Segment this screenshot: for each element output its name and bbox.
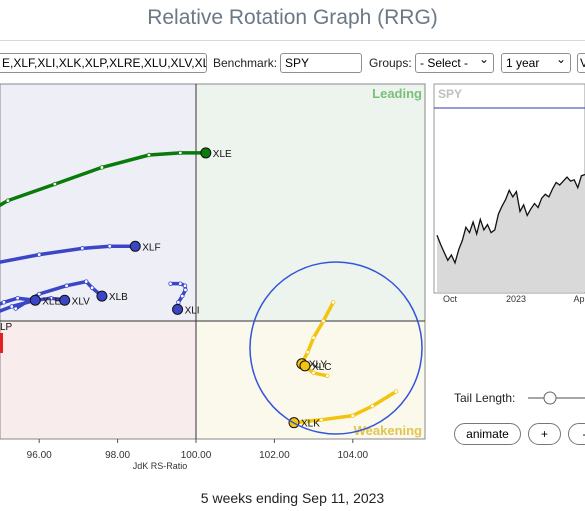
tail-minus-button[interactable]: - — [568, 423, 585, 445]
divider — [0, 40, 585, 41]
benchmark-label: Benchmark: — [213, 56, 278, 70]
head-marker-xli[interactable] — [172, 303, 184, 315]
tail-line-xle — [0, 296, 38, 306]
tail-point-xlk — [303, 419, 308, 424]
tail-point-xle — [99, 165, 105, 170]
series-label-xly: XLY — [309, 360, 327, 371]
series-label-xle: XLE — [42, 296, 61, 307]
tail-point-xlc — [325, 373, 330, 378]
spy-x-ticks: Oct 2023 Ap — [443, 294, 585, 304]
spy-x-tick-label: 2023 — [506, 294, 526, 304]
series-label-xlk: XLK — [301, 419, 320, 430]
tail-length-label: Tail Length: — [454, 391, 515, 405]
benchmark-input[interactable]: SPY — [280, 53, 362, 73]
x-tick-label: 98.00 — [105, 450, 130, 461]
x-axis-ticks: 96.00 98.00 100.00 102.00 104.00 — [27, 439, 369, 461]
tail-point-xli — [178, 281, 183, 286]
quadrant-leading — [196, 84, 425, 321]
spy-x-tick-label: Oct — [443, 294, 458, 304]
series-label-xlf: XLF — [142, 242, 160, 253]
tail-point-xlc — [311, 370, 316, 376]
spy-price-area — [437, 174, 585, 292]
head-marker-xle[interactable] — [200, 147, 212, 159]
tail-point-xly — [331, 300, 336, 305]
x-tick-label: 100.00 — [181, 450, 212, 461]
tail-point-xle — [178, 150, 183, 156]
x-tick-label: 102.00 — [259, 450, 290, 461]
rrg-plot-frame — [0, 83, 426, 440]
groups-select[interactable]: - Select - — [415, 53, 494, 73]
tail-point-xlv — [9, 304, 14, 309]
tail-point-xli — [183, 287, 188, 293]
extra-select[interactable]: V — [577, 53, 585, 73]
tail-point-xly — [321, 318, 326, 324]
tail-point-xlb — [64, 283, 69, 288]
quadrant-lagging — [0, 321, 196, 439]
x-tick-label: 104.00 — [338, 450, 369, 461]
tail-point-xlv — [48, 295, 54, 301]
groups-select-value: - Select - — [420, 56, 469, 70]
head-marker-xlf[interactable] — [129, 240, 141, 252]
tail-point-xlk — [393, 389, 399, 394]
groups-label: Groups: — [369, 56, 412, 70]
page-title: Relative Rotation Graph (RRG) — [147, 6, 438, 29]
series-label-xli: XLI — [185, 305, 200, 316]
tail-point-xlk — [350, 413, 355, 418]
x-tick-label: 96.00 — [27, 450, 52, 461]
xlp-marker-cutoff — [0, 333, 3, 353]
tail-point-xle — [15, 295, 20, 301]
head-marker-xle[interactable] — [29, 294, 41, 306]
animate-button[interactable]: animate — [454, 423, 521, 445]
quadrant-label-weakening: Weakening — [354, 423, 422, 438]
series-label-xlb: XLB — [109, 292, 128, 303]
tail-length-slider-handle[interactable] — [543, 391, 557, 405]
tail-point-xlf — [37, 252, 42, 257]
highlight-ellipse — [249, 261, 423, 435]
head-marker-xlv[interactable] — [59, 294, 71, 306]
tail-point-xlb — [37, 291, 42, 297]
tail-point-xli — [182, 283, 188, 288]
quadrant-label-leading: Leading — [372, 86, 422, 101]
tail-point-xle — [1, 300, 7, 305]
date-range-footer: 5 weeks ending Sep 11, 2023 — [200, 490, 385, 506]
tail-point-xle — [146, 152, 152, 158]
series-label-xle: XLE — [213, 149, 232, 160]
tail-point-xli — [168, 281, 173, 286]
symbols-input[interactable]: E,XLF,XLI,XLK,XLP,XLRE,XLU,XLV,XL — [0, 53, 207, 73]
tail-point-xli — [176, 300, 181, 305]
tail-point-xli — [180, 293, 185, 299]
head-marker-xlb[interactable] — [96, 290, 108, 302]
tail-point-xlf — [107, 244, 112, 249]
tail-point-xlb — [84, 279, 89, 284]
tail-point-xlb — [89, 285, 95, 290]
series-label-xlc: XLC — [312, 362, 331, 373]
period-select[interactable]: 1 year — [501, 53, 571, 73]
xlp-partial-label: LP — [0, 322, 13, 333]
tail-point-xly — [305, 349, 310, 355]
tail-point-xlk — [319, 417, 324, 422]
tail-point-xle — [52, 181, 58, 187]
head-marker-xlc[interactable] — [299, 360, 311, 372]
spy-x-tick-label: Ap — [573, 294, 584, 304]
period-select-value: 1 year — [506, 56, 540, 70]
spy-chart-title: SPY — [438, 87, 462, 101]
series-label-xlv: XLV — [72, 296, 90, 307]
tail-point-xly — [311, 335, 316, 340]
x-axis-title: JdK RS-Ratio — [133, 461, 188, 471]
tail-point-xlf — [80, 246, 85, 251]
spy-price-line — [436, 173, 585, 265]
quadrant-improving — [0, 84, 196, 321]
tail-point-xle — [5, 198, 11, 203]
tail-plus-button[interactable]: + — [528, 423, 561, 445]
tail-point-xlk — [370, 403, 375, 409]
